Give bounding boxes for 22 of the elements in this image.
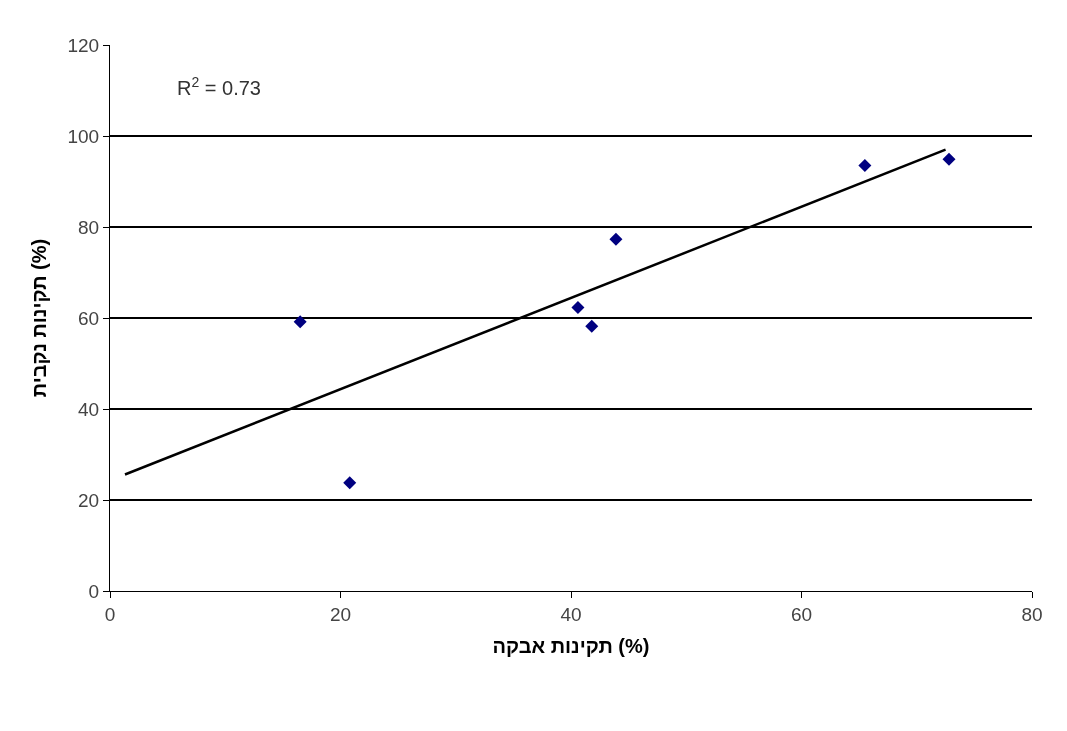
annotation: R$^{2}$ = 0.73	[177, 74, 261, 100]
point	[858, 159, 872, 173]
x-tick-label: 40	[560, 603, 582, 625]
point	[942, 152, 956, 166]
point	[293, 315, 307, 329]
x-tick-label: 80	[1021, 603, 1043, 625]
x-tick-label: 20	[329, 603, 352, 625]
point	[585, 319, 599, 333]
y-tick-label: 60	[78, 307, 100, 329]
y-axis-title: תקינות נקבית (%)	[28, 238, 50, 398]
y-tick-label: 20	[78, 489, 100, 511]
y-tick-label: 80	[78, 216, 100, 238]
x-tick-label: 60	[790, 603, 813, 625]
x-axis-title: תקינות אבקה (%)	[492, 635, 650, 658]
point	[609, 232, 623, 246]
y-tick-label: 40	[78, 398, 100, 420]
y-tick-label: 100	[67, 125, 100, 147]
point	[343, 476, 357, 490]
y-tick-label: 120	[67, 34, 100, 56]
y-tick-label: 0	[88, 580, 100, 602]
point	[571, 301, 585, 315]
x-tick-label: 0	[104, 603, 116, 625]
